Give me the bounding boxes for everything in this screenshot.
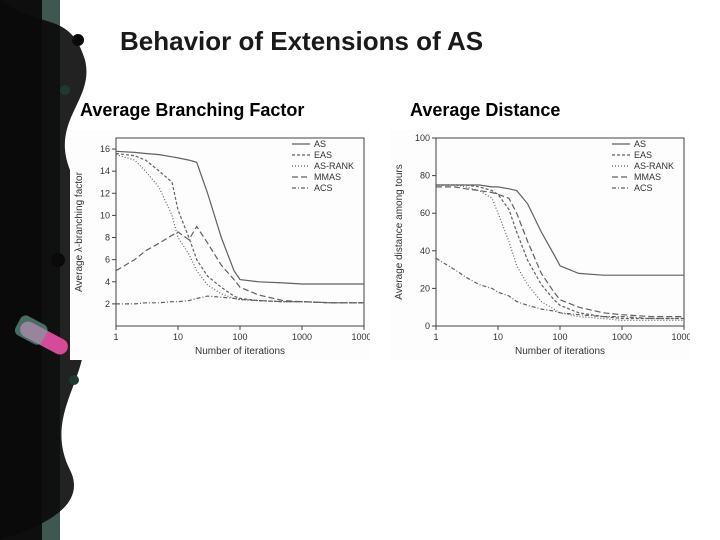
svg-text:10: 10 xyxy=(100,210,110,220)
svg-text:ACS: ACS xyxy=(634,183,653,193)
svg-text:EAS: EAS xyxy=(634,150,652,160)
svg-text:1: 1 xyxy=(433,332,438,342)
subtitle-left: Average Branching Factor xyxy=(80,100,304,121)
svg-text:AS: AS xyxy=(314,139,326,149)
svg-text:1: 1 xyxy=(113,332,118,342)
svg-text:ACS: ACS xyxy=(314,183,333,193)
svg-text:EAS: EAS xyxy=(314,150,332,160)
svg-text:Average λ-branching factor: Average λ-branching factor xyxy=(74,171,85,292)
svg-text:80: 80 xyxy=(420,171,430,181)
svg-text:10: 10 xyxy=(173,332,183,342)
svg-text:100: 100 xyxy=(552,332,567,342)
svg-text:2: 2 xyxy=(105,299,110,309)
svg-text:10000: 10000 xyxy=(351,332,370,342)
svg-text:14: 14 xyxy=(100,166,110,176)
svg-text:40: 40 xyxy=(420,246,430,256)
svg-text:MMAS: MMAS xyxy=(634,172,661,182)
svg-text:AS-RANK: AS-RANK xyxy=(634,161,674,171)
slide-title: Behavior of Extensions of AS xyxy=(120,26,680,57)
svg-text:12: 12 xyxy=(100,188,110,198)
svg-text:16: 16 xyxy=(100,144,110,154)
svg-text:Number of iterations: Number of iterations xyxy=(515,346,605,357)
svg-text:6: 6 xyxy=(105,255,110,265)
svg-text:60: 60 xyxy=(420,208,430,218)
svg-text:8: 8 xyxy=(105,233,110,243)
chart-branching-factor: 1 10 100 1000 10000 2 4 6 8 10 12 14 16 Number of ite… xyxy=(70,130,370,360)
svg-text:100: 100 xyxy=(415,133,430,143)
svg-text:Average distance among tours: Average distance among tours xyxy=(394,164,405,299)
subtitle-right: Average Distance xyxy=(410,100,560,121)
svg-text:10000: 10000 xyxy=(671,332,690,342)
svg-text:MMAS: MMAS xyxy=(314,172,341,182)
svg-text:100: 100 xyxy=(232,332,247,342)
svg-text:4: 4 xyxy=(105,277,110,287)
svg-text:0: 0 xyxy=(425,321,430,331)
svg-text:AS: AS xyxy=(634,139,646,149)
svg-text:1000: 1000 xyxy=(292,332,312,342)
svg-text:Number of iterations: Number of iterations xyxy=(195,346,285,357)
chart-average-distance: 1 10 100 1000 10000 0 20 40 60 80 100 Number of ite… xyxy=(390,130,690,360)
svg-text:1000: 1000 xyxy=(612,332,632,342)
svg-text:20: 20 xyxy=(420,283,430,293)
svg-text:AS-RANK: AS-RANK xyxy=(314,161,354,171)
svg-text:10: 10 xyxy=(493,332,503,342)
